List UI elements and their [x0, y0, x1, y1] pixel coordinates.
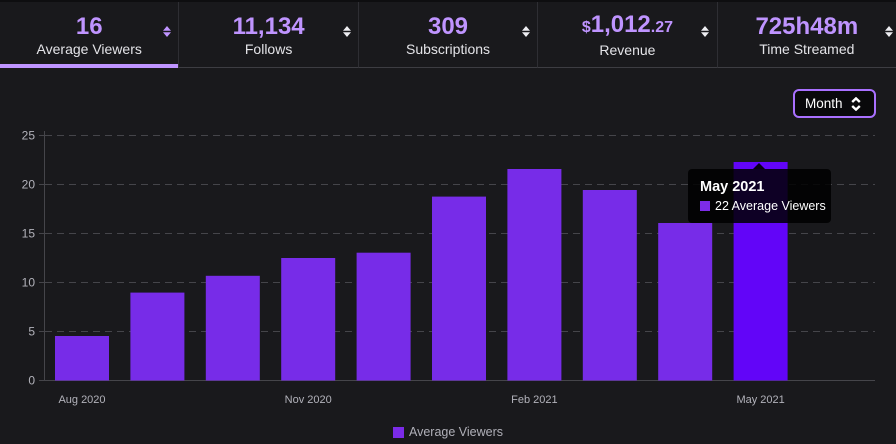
svg-text:Feb 2021: Feb 2021 [511, 394, 557, 406]
svg-text:10: 10 [22, 276, 36, 290]
svg-text:15: 15 [22, 227, 36, 241]
svg-text:May 2021: May 2021 [736, 394, 784, 406]
svg-text:0: 0 [28, 374, 35, 388]
svg-text:Nov 2020: Nov 2020 [285, 394, 332, 406]
svg-text:5: 5 [28, 325, 35, 339]
svg-text:20: 20 [22, 178, 36, 192]
svg-text:25: 25 [22, 129, 36, 143]
svg-text:Aug 2020: Aug 2020 [58, 394, 105, 406]
